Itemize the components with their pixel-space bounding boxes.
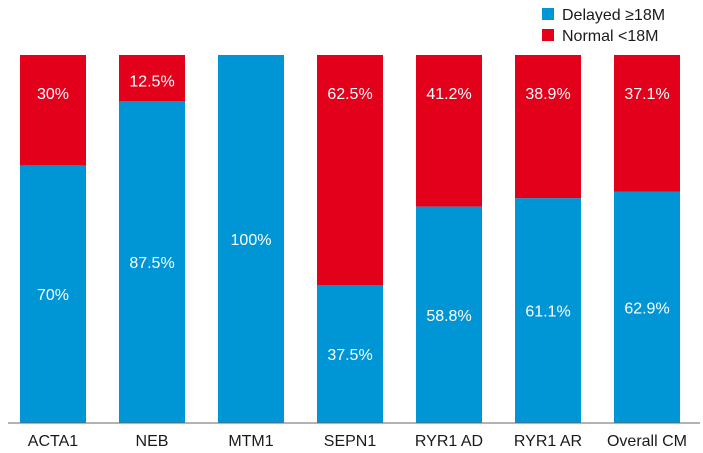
data-label-neb-delayed: 87.5% <box>129 255 174 272</box>
data-label-ryr1-ad-normal: 41.2% <box>426 86 471 103</box>
data-label-neb-normal: 12.5% <box>129 73 174 90</box>
bar-ryr1-ad-delayed <box>416 206 482 423</box>
bar-acta1-normal <box>20 55 86 166</box>
x-tick-label-mtm1: MTM1 <box>228 433 273 450</box>
legend-label-delayed: Delayed ≥18M <box>562 7 665 24</box>
data-label-overall-cm-normal: 37.1% <box>624 86 669 103</box>
x-tick-label-ryr1-ar: RYR1 AR <box>514 433 582 450</box>
data-label-sepn1-normal: 62.5% <box>327 86 372 103</box>
bar-ryr1-ar-normal <box>515 55 581 199</box>
legend-label-normal: Normal <18M <box>562 28 658 45</box>
legend: Delayed ≥18M Normal <18M <box>542 7 665 45</box>
x-tick-label-ryr1-ad: RYR1 AD <box>415 433 483 450</box>
bar-sepn1-delayed <box>317 285 383 423</box>
data-label-acta1-normal: 30% <box>37 86 69 103</box>
bars-group: 70% 30% 87.5% 12.5% 100% 37.5% 62.5% 58.8% 41.2%… <box>20 55 680 423</box>
bar-neb-normal <box>119 55 185 101</box>
x-tick-label-acta1: ACTA1 <box>28 433 78 450</box>
x-tick-labels: ACTA1 NEB MTM1 SEPN1 RYR1 AD RYR1 AR Overall C… <box>28 433 687 450</box>
x-tick-label-overall-cm: Overall CM <box>607 433 687 450</box>
data-label-ryr1-ar-delayed: 61.1% <box>525 304 570 321</box>
bar-ryr1-ad-normal <box>416 55 482 207</box>
data-label-ryr1-ad-delayed: 58.8% <box>426 308 471 325</box>
data-label-mtm1-delayed: 100% <box>231 232 272 249</box>
legend-swatch-delayed <box>542 8 554 20</box>
data-label-sepn1-delayed: 37.5% <box>327 347 372 364</box>
bar-overall-cm-normal <box>614 55 680 192</box>
data-label-acta1-delayed: 70% <box>37 287 69 304</box>
bar-mtm1-delayed <box>218 55 284 423</box>
legend-swatch-normal <box>542 29 554 41</box>
bar-ryr1-ar-delayed <box>515 198 581 423</box>
x-tick-label-sepn1: SEPN1 <box>324 433 377 450</box>
x-tick-label-neb: NEB <box>136 433 169 450</box>
bar-neb-delayed <box>119 101 185 423</box>
data-label-overall-cm-delayed: 62.9% <box>624 300 669 317</box>
bar-acta1-delayed <box>20 165 86 423</box>
bar-overall-cm-delayed <box>614 191 680 423</box>
bar-sepn1-normal <box>317 55 383 285</box>
data-label-ryr1-ar-normal: 38.9% <box>525 86 570 103</box>
